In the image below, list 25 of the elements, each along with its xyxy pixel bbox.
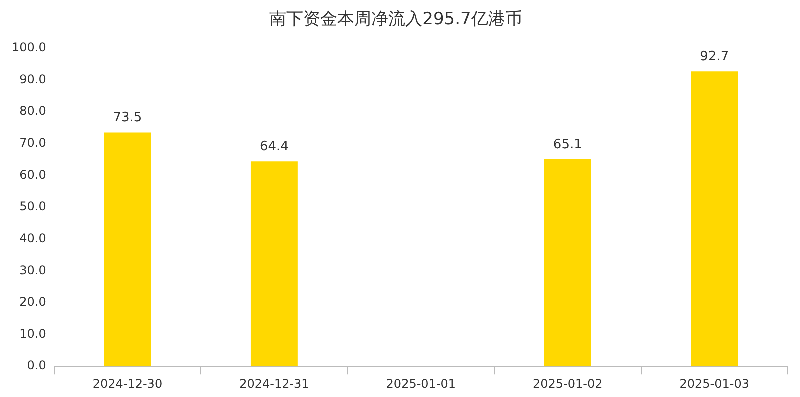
x-tick-label: 2024-12-31: [240, 376, 310, 391]
bar: [250, 162, 298, 367]
data-label: 73.5: [113, 110, 142, 126]
y-tick-label: 0.0: [27, 358, 46, 373]
y-tick-label: 90.0: [20, 72, 46, 86]
data-label: 64.4: [260, 140, 289, 155]
y-tick-label: 40.0: [20, 231, 46, 246]
y-tick-label: 70.0: [20, 136, 46, 150]
bar: [691, 72, 738, 367]
y-tick-label: 10.0: [20, 326, 46, 341]
data-label: 92.7: [700, 50, 730, 65]
data-label: 65.1: [553, 137, 582, 152]
x-tick-label: 2025-01-03: [680, 376, 750, 391]
y-tick-label: 100.0: [12, 40, 46, 55]
y-tick-label: 50.0: [20, 200, 46, 214]
bar: [104, 132, 152, 367]
bar: [544, 159, 592, 367]
x-tick-label: 2025-01-01: [386, 376, 456, 391]
x-tick-label: 2024-12-30: [92, 376, 163, 391]
y-tick-label: 20.0: [20, 295, 46, 310]
y-tick-label: 30.0: [20, 263, 46, 278]
y-tick-label: 80.0: [20, 104, 46, 118]
chart-title: 南下资金本周净流入295.7亿港币: [270, 10, 522, 30]
y-tick-label: 60.0: [20, 168, 46, 182]
x-tick-label: 2025-01-02: [533, 376, 603, 391]
